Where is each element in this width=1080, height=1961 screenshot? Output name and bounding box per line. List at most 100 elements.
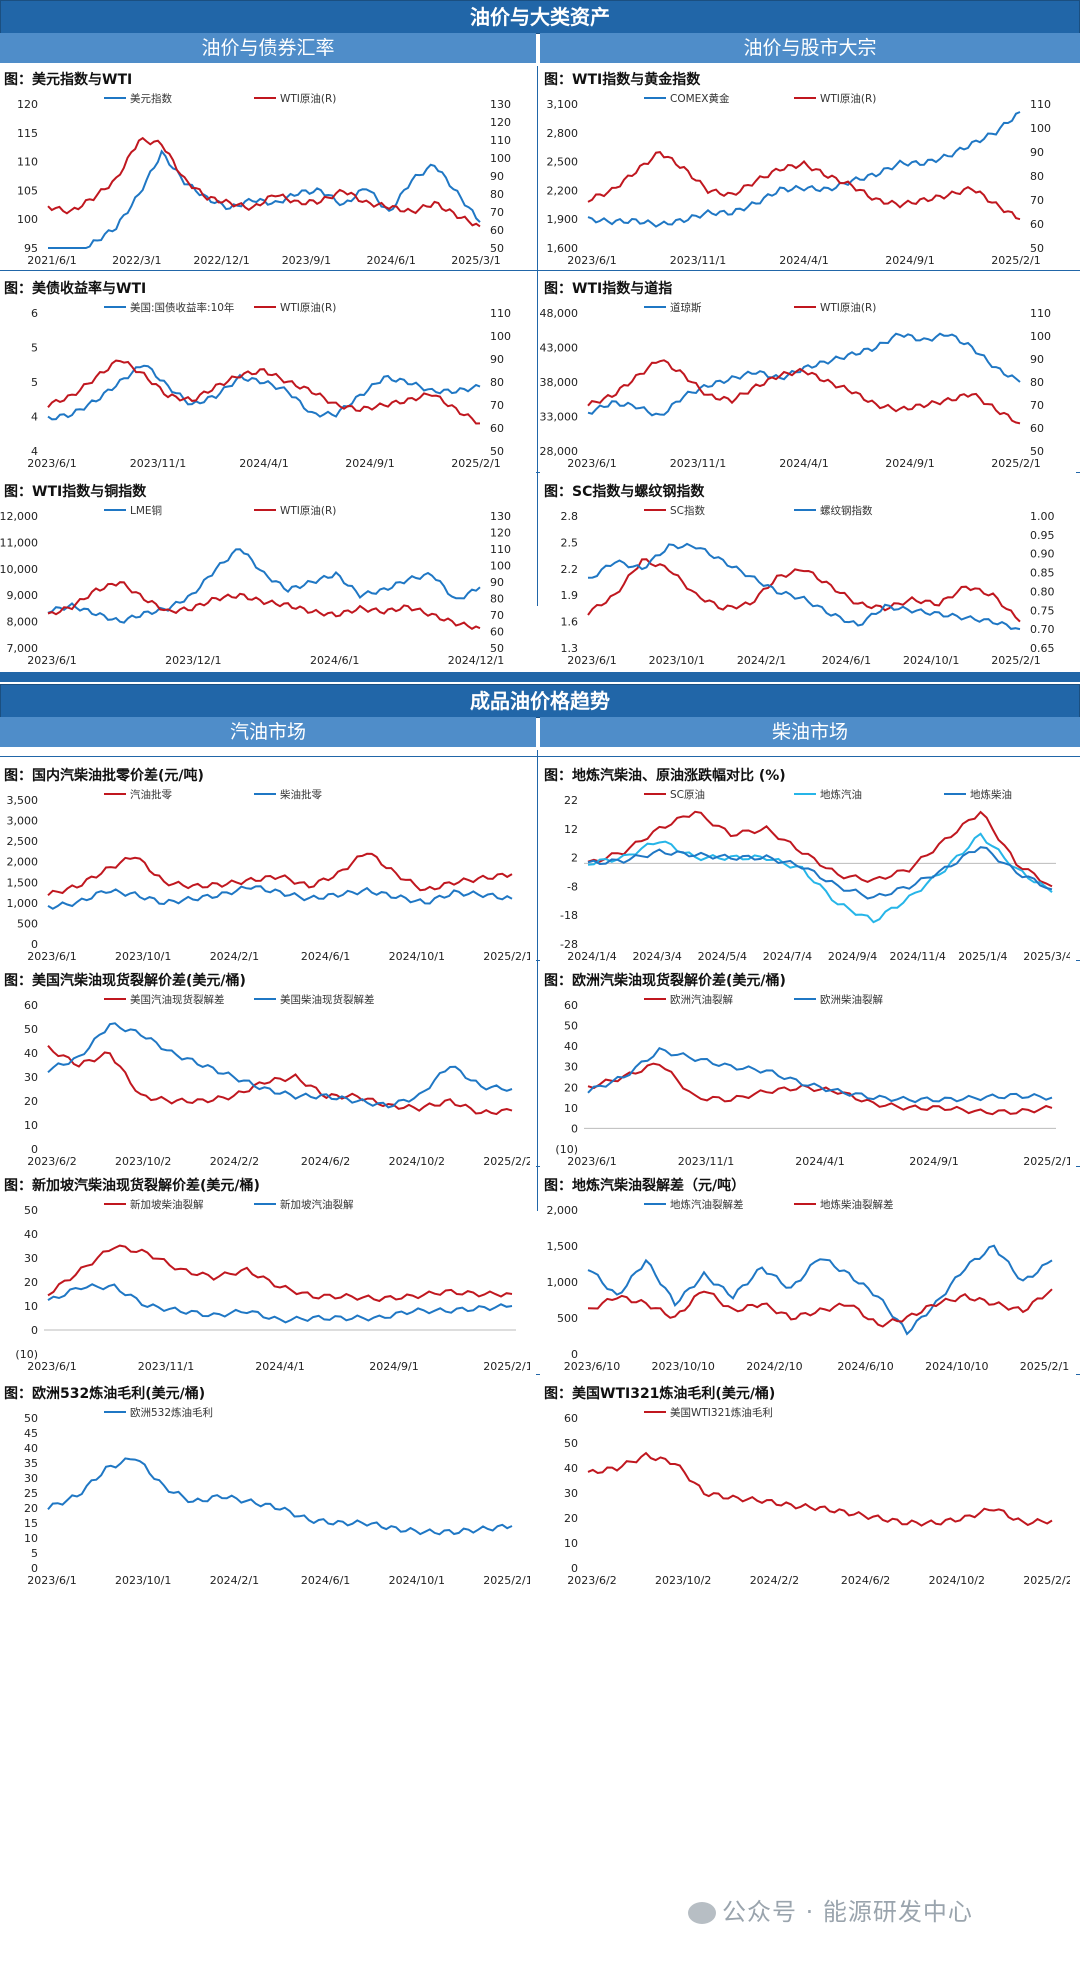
legend-label: SC原油 <box>670 788 705 801</box>
y-tick-label: 0 <box>31 1324 38 1337</box>
x-tick-label: 2024/6/1 <box>822 654 871 667</box>
y-tick-label: 20 <box>24 1095 38 1108</box>
chart-svg: 1,600 1,900 2,200 2,500 2,800 3,100 50 60 70 80 90… <box>547 92 1052 267</box>
watermark: 公众号 · 能源研发中心 <box>688 1892 973 1927</box>
legend-label: WTI原油(R) <box>820 301 876 314</box>
chart-title: 图：欧洲532炼油毛利(美元/桶) <box>4 1386 206 1402</box>
y2-tick-label: 60 <box>490 224 504 237</box>
series-line <box>587 151 1021 221</box>
legend-label: 美元指数 <box>130 92 172 105</box>
legend-label: COMEX黄金 <box>670 92 730 105</box>
chart-svg: 7,000 8,000 9,000 10,000 11,000 12,000 50 60 70 8… <box>0 504 511 667</box>
series-line <box>587 1451 1053 1527</box>
y-tick-label: 1,000 <box>547 1276 579 1289</box>
chart-svg: 0 500 1,000 1,500 2,000 2,500 3,000 3,500 2023/6… <box>7 788 531 963</box>
legend-label: 新加坡柴油裂解 <box>130 1198 204 1211</box>
y-tick-label: 2,000 <box>7 856 39 869</box>
legend-label: 地炼汽油 <box>820 788 862 801</box>
y-tick-label: 10 <box>24 1300 38 1313</box>
y-tick-label: 40 <box>564 1462 578 1475</box>
x-tick-label: 2023/10/1 <box>115 1574 171 1587</box>
series-line <box>47 1022 513 1109</box>
x-tick-label: 2025/3/1 <box>451 254 500 267</box>
y-tick-label: 2.8 <box>561 510 579 523</box>
chart-svg: 28,000 33,000 38,000 43,000 48,000 50 60 70 80 90… <box>540 301 1051 470</box>
y2-tick-label: 90 <box>490 170 504 183</box>
y2-tick-label: 1.00 <box>1030 510 1055 523</box>
y-tick-label: 3,100 <box>547 98 579 111</box>
y-tick-label: 43,000 <box>540 342 578 355</box>
x-tick-label: 2024/10/2 <box>389 1155 445 1168</box>
x-tick-label: 2023/10/1 <box>115 950 171 963</box>
section-title-assets: 油价与大类资产 <box>0 0 1080 34</box>
y-tick-label: 50 <box>24 1023 38 1036</box>
x-tick-label: 2023/6/1 <box>567 654 616 667</box>
x-tick-label: 2025/2/10 <box>1020 1360 1070 1373</box>
x-tick-label: 2023/6/1 <box>567 457 616 470</box>
y-tick-label: 3,500 <box>7 794 39 807</box>
x-tick-label: 2024/9/1 <box>885 254 934 267</box>
chart-svg: 4 4 5 5 6 50 60 70 80 90 100 110 2023/6/1 2023/11/1 20… <box>27 301 511 470</box>
y-tick-label: 1,900 <box>547 213 579 226</box>
chart-panel: 图：新加坡汽柴油现货裂解价差(美元/桶) (10) 0 10 20 30 40 50 2023/… <box>0 1172 536 1376</box>
y-tick-label: 45 <box>24 1427 38 1440</box>
x-tick-label: 2022/3/1 <box>112 254 161 267</box>
y2-tick-label: 0.80 <box>1030 585 1055 598</box>
x-tick-label: 2025/1/4 <box>958 950 1007 963</box>
legend-label: 美国汽油现货裂解差 <box>130 993 225 1006</box>
y2-tick-label: 0.85 <box>1030 567 1055 580</box>
y-tick-label: -8 <box>567 880 578 893</box>
x-tick-label: 2023/6/1 <box>567 254 616 267</box>
y-tick-label: 500 <box>557 1312 578 1325</box>
chart-panel: 图：WTI指数与黄金指数 1,600 1,900 2,200 2,500 2,800 3,1… <box>540 66 1076 270</box>
chart-title: 图：美债收益率与WTI <box>4 281 147 297</box>
chart-svg: -28 -18 -8 2 12 22 2024/1/4 2024/3/4 2024/5/4 202… <box>560 788 1070 963</box>
x-tick-label: 2023/6/1 <box>27 654 76 667</box>
series-line <box>47 548 481 624</box>
y-tick-label: -18 <box>560 909 578 922</box>
x-tick-label: 2024/3/4 <box>632 950 681 963</box>
subheader-bonds-fx: 油价与债券汇率 <box>0 33 536 63</box>
series-line <box>587 1244 1053 1336</box>
y-tick-label: 5 <box>31 376 38 389</box>
chart-panel: 图：国内汽柴油批零价差(元/吨) 0 500 1,000 1,500 2,000 2,500… <box>0 762 536 966</box>
x-tick-label: 2024/10/1 <box>389 950 445 963</box>
y-tick-label: 40 <box>24 1047 38 1060</box>
y-tick-label: 6 <box>31 307 38 320</box>
y-tick-label: 38,000 <box>540 376 578 389</box>
chart-svg: 0 10 20 30 40 50 60 2023/6/2 2023/10/2 2024/2/2 20… <box>564 1406 1070 1587</box>
y-tick-label: 1.3 <box>561 642 579 655</box>
y-tick-label: 30 <box>24 1252 38 1265</box>
series-line <box>47 885 513 910</box>
chart-title: 图：WTI指数与黄金指数 <box>544 72 701 88</box>
x-tick-label: 2024/11/4 <box>890 950 946 963</box>
chart-title: 图：国内汽柴油批零价差(元/吨) <box>4 768 204 784</box>
y-tick-label: 28,000 <box>540 445 578 458</box>
y-tick-label: 22 <box>564 794 578 807</box>
y2-tick-label: 110 <box>490 134 511 147</box>
x-tick-label: 2025/2/1 <box>1023 1155 1070 1168</box>
chart-svg: 0 500 1,000 1,500 2,000 2023/6/10 2023/10/10 20… <box>547 1198 1071 1373</box>
y-tick-label: 1,600 <box>547 242 579 255</box>
series-line <box>47 1045 513 1116</box>
chart-title: 图：美元指数与WTI <box>4 72 133 88</box>
x-tick-label: 2023/6/2 <box>27 1155 76 1168</box>
y2-tick-label: 110 <box>490 543 511 556</box>
series-line <box>587 1046 1053 1104</box>
legend-label: 地炼汽油裂解差 <box>670 1198 744 1211</box>
y2-tick-label: 50 <box>1030 445 1044 458</box>
x-tick-label: 2023/10/10 <box>651 1360 714 1373</box>
legend-label: 汽油批零 <box>130 788 172 801</box>
legend-label: WTI原油(R) <box>280 92 336 105</box>
y2-tick-label: 120 <box>490 116 511 129</box>
y2-tick-label: 0.90 <box>1030 548 1055 561</box>
y2-tick-label: 50 <box>490 642 504 655</box>
chart-panel: 图：美债收益率与WTI 4 4 5 5 6 50 60 70 80 90 100 110 2023/6/1… <box>0 275 536 473</box>
column-divider <box>537 750 538 1211</box>
legend-label: 欧洲汽油裂解 <box>670 993 733 1006</box>
legend-label: 美国WTI321炼油毛利 <box>670 1406 773 1419</box>
y-tick-label: 20 <box>564 1512 578 1525</box>
legend-label: 欧洲柴油裂解 <box>820 993 883 1006</box>
x-tick-label: 2023/9/1 <box>282 254 331 267</box>
series-line <box>587 1288 1053 1328</box>
